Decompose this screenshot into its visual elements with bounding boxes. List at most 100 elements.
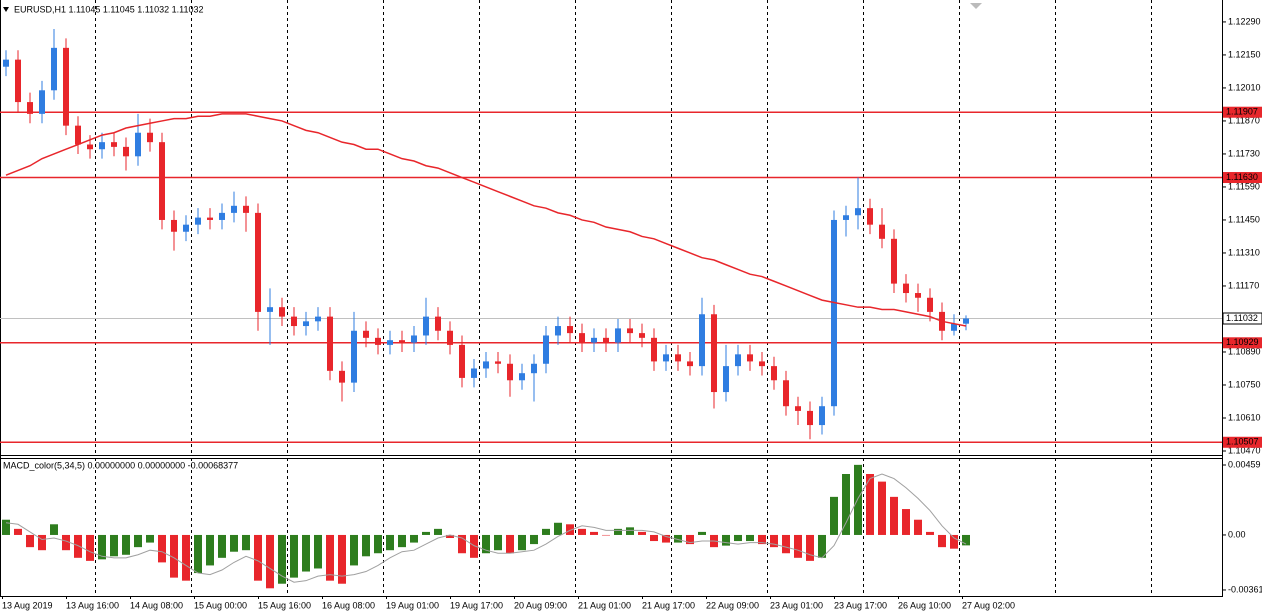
macd-bar [590, 531, 598, 535]
macd-title: MACD_color(5,34,5) 0.00000000 0.00000000… [3, 460, 238, 470]
level-tag [1223, 172, 1262, 184]
candle-body [327, 316, 333, 371]
candle-body [843, 215, 849, 220]
x-tick-label: 13 Aug 16:00 [66, 600, 119, 610]
macd-bar [218, 534, 226, 558]
macd-bar [530, 534, 538, 545]
candle-body [771, 366, 777, 381]
candle-body [855, 208, 861, 216]
y-tick-label: 1.11870 [1228, 115, 1260, 125]
shift-marker [970, 3, 982, 9]
candle-body [951, 323, 957, 331]
macd-bar [638, 531, 646, 535]
candle-body [483, 361, 489, 369]
candle-body [279, 307, 285, 317]
macd-bar [758, 534, 766, 545]
candle-body [507, 363, 513, 381]
macd-bar [482, 534, 490, 554]
candle-body [255, 212, 261, 312]
macd-bar [386, 534, 394, 551]
macd-bar [410, 534, 418, 543]
candle-body [159, 142, 165, 220]
candle-body [111, 142, 117, 147]
macd-bar [134, 534, 142, 548]
candle-body [543, 335, 549, 364]
x-tick-label: 21 Aug 17:00 [642, 600, 695, 610]
candle-body [243, 205, 249, 213]
macd-bar [446, 534, 454, 539]
candle-body [579, 333, 585, 343]
candle-body [651, 337, 657, 362]
macd-bar [194, 534, 202, 574]
x-tick-label: 16 Aug 08:00 [322, 600, 375, 610]
level-tag [1223, 106, 1262, 118]
macd-bar [422, 531, 430, 535]
macd-bar [662, 534, 670, 543]
macd-bar [74, 534, 82, 558]
macd-bar [506, 534, 514, 554]
level-label: 1.11907 [1226, 107, 1258, 117]
candle-body [147, 132, 153, 143]
candle-body [171, 219, 177, 232]
macd-bar [782, 534, 790, 554]
macd-bar [818, 534, 826, 558]
macd-bar [698, 531, 706, 535]
x-tick-label: 15 Aug 00:00 [194, 600, 247, 610]
y-tick-label: 1.11730 [1228, 148, 1260, 158]
macd-bar [122, 534, 130, 555]
y-tick-label: 1.12150 [1228, 49, 1261, 59]
macd-bar [602, 534, 610, 536]
candle-body [747, 354, 753, 362]
candle-body [375, 337, 381, 345]
candle-body [759, 361, 765, 367]
macd-bar [938, 534, 946, 548]
macd-bar [158, 534, 166, 563]
candle-body [135, 132, 141, 157]
candle-body [591, 337, 597, 343]
macd-bar [494, 534, 502, 551]
x-tick-label: 19 Aug 01:00 [386, 600, 439, 610]
x-tick-label: 15 Aug 16:00 [258, 600, 311, 610]
macd-bar [326, 534, 334, 581]
candle-body [711, 314, 717, 393]
y-tick-label: 1.10610 [1228, 412, 1261, 422]
x-tick-label: 23 Aug 01:00 [770, 600, 823, 610]
y-tick-label: 1.10750 [1228, 379, 1261, 389]
candle-body [663, 354, 669, 362]
macd-bar [278, 534, 286, 584]
macd-bar [338, 534, 346, 584]
macd-bar [302, 534, 310, 572]
macd-bar [686, 534, 694, 545]
candle-body [195, 217, 201, 225]
y-tick-label: 0.00459 [1228, 459, 1261, 469]
macd-bar [62, 534, 70, 551]
candle-body [315, 316, 321, 322]
macd-signal [5, 473, 967, 583]
macd-bar [866, 474, 874, 535]
candle-body [471, 368, 477, 378]
candle-body [39, 90, 45, 114]
macd-bar [266, 534, 274, 589]
candle-body [387, 340, 393, 345]
level-label: 1.10929 [1226, 337, 1259, 347]
macd-bar [614, 528, 622, 535]
candle-body [423, 316, 429, 336]
macd-bar [770, 534, 778, 548]
current-price-label: 1.11032 [1226, 313, 1258, 323]
candle-body [27, 102, 33, 114]
macd-bar [674, 534, 682, 543]
macd-bar [14, 528, 22, 535]
y-tick-label: 1.12010 [1228, 82, 1261, 92]
macd-bar [854, 464, 862, 535]
x-tick-label: 14 Aug 08:00 [130, 600, 183, 610]
macd-bar [26, 534, 34, 548]
level-label: 1.11630 [1226, 172, 1258, 182]
candle-body [495, 361, 501, 364]
candle-body [615, 328, 621, 343]
candle-body [51, 47, 57, 91]
macd-bar [230, 534, 238, 552]
macd-bar [110, 534, 118, 557]
y-tick-label: 1.11450 [1228, 214, 1260, 224]
